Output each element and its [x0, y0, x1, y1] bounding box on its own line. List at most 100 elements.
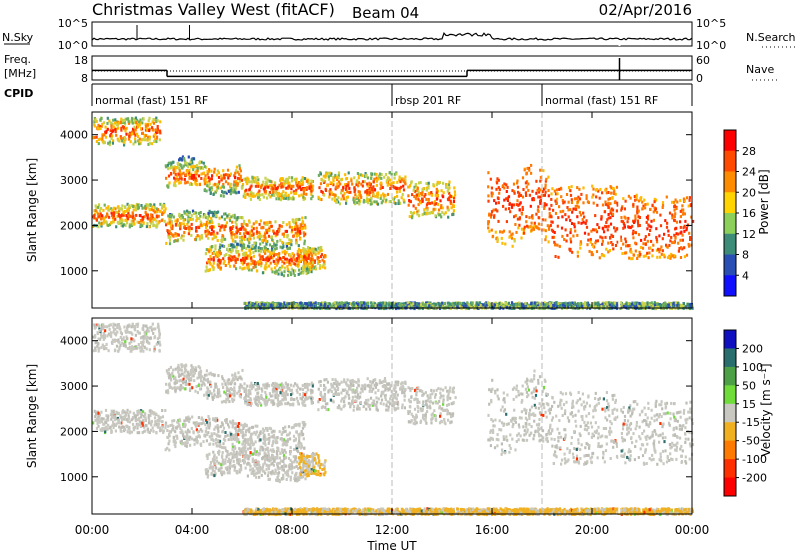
- data-cell: [592, 305, 595, 309]
- data-cell: [222, 169, 225, 173]
- data-cell: [195, 179, 198, 182]
- data-cell: [608, 303, 611, 307]
- data-cell: [200, 172, 203, 176]
- data-cell: [252, 227, 255, 231]
- data-cell: [99, 127, 102, 130]
- data-cell: [124, 218, 127, 222]
- data-cell: [249, 185, 252, 189]
- data-cell: [253, 176, 256, 180]
- data-cell: [324, 187, 327, 191]
- data-cell: [286, 247, 289, 251]
- data-cell: [231, 255, 234, 259]
- data-cell: [511, 189, 514, 193]
- data-cell: [133, 125, 136, 129]
- data-cell: [332, 178, 335, 182]
- data-cell: [248, 187, 251, 191]
- data-cell: [423, 194, 426, 198]
- data-cell: [622, 226, 625, 230]
- data-cell: [193, 212, 196, 215]
- data-cell: [430, 191, 433, 194]
- data-cell: [401, 177, 405, 181]
- data-cell: [508, 202, 511, 206]
- data-cell: [152, 121, 156, 125]
- data-cell: [298, 226, 301, 230]
- data-cell: [607, 197, 610, 201]
- data-cell: [421, 199, 424, 203]
- data-cell: [209, 186, 212, 190]
- data-cell: [94, 118, 97, 122]
- data-cell: [648, 303, 651, 307]
- data-cell: [205, 226, 208, 230]
- data-cell: [229, 254, 232, 258]
- data-cell: [539, 199, 542, 203]
- data-cell: [636, 211, 639, 215]
- data-cell: [680, 208, 684, 212]
- data-cell: [276, 305, 279, 309]
- data-cell: [178, 176, 181, 180]
- data-cell: [507, 301, 510, 305]
- data-cell: [551, 235, 554, 239]
- data-cell: [362, 198, 366, 202]
- data-cell: [488, 213, 491, 217]
- data-cell: [299, 223, 302, 227]
- data-cell: [236, 182, 240, 186]
- data-cell: [517, 194, 520, 198]
- data-cell: [466, 301, 469, 305]
- data-cell: [102, 140, 105, 144]
- data-cell: [384, 194, 387, 198]
- data-cell: [402, 184, 405, 188]
- data-cell: [543, 202, 546, 206]
- data-cell: [513, 215, 516, 219]
- data-cell: [300, 193, 303, 197]
- data-cell: [370, 176, 373, 180]
- data-cell: [144, 207, 147, 211]
- data-cell: [567, 305, 570, 309]
- data-cell: [373, 302, 377, 306]
- data-cell: [111, 134, 114, 138]
- data-cell: [217, 171, 220, 175]
- data-cell: [227, 261, 230, 265]
- data-cell: [502, 304, 505, 308]
- data-cell: [536, 304, 539, 308]
- data-cell: [298, 217, 301, 221]
- data-cell: [601, 236, 604, 240]
- data-cell: [264, 222, 267, 226]
- data-cell: [128, 134, 131, 138]
- data-cell: [403, 200, 406, 204]
- data-cell: [208, 188, 211, 192]
- data-cell: [324, 304, 327, 308]
- data-cell: [679, 199, 682, 203]
- data-cell: [377, 302, 380, 306]
- data-cell: [295, 258, 298, 262]
- data-cell: [128, 206, 132, 210]
- data-cell: [255, 230, 259, 234]
- data-cell: [375, 176, 378, 180]
- data-cell: [172, 234, 175, 238]
- data-cell: [299, 301, 302, 305]
- data-cell: [547, 240, 550, 244]
- data-cell: [228, 216, 231, 220]
- data-cell: [372, 180, 375, 184]
- data-cell: [579, 213, 583, 217]
- data-cell: [512, 303, 515, 307]
- data-cell: [244, 235, 247, 238]
- data-cell: [502, 229, 506, 233]
- data-cell: [664, 219, 667, 223]
- data-cell: [392, 181, 395, 185]
- data-cell: [139, 219, 142, 222]
- data-cell: [599, 235, 602, 239]
- data-cell: [285, 195, 288, 199]
- data-cell: [688, 231, 691, 235]
- data-cell: [407, 194, 410, 198]
- data-cell: [192, 177, 195, 181]
- nsky-tick-top: 10^5: [58, 17, 88, 30]
- beam-label: Beam 04: [352, 4, 419, 22]
- data-cell: [625, 302, 628, 306]
- data-cell: [213, 170, 216, 174]
- data-cell: [679, 220, 682, 224]
- data-cell: [190, 213, 193, 217]
- data-cell: [216, 263, 219, 267]
- data-cell: [446, 197, 450, 201]
- data-cell: [253, 262, 256, 266]
